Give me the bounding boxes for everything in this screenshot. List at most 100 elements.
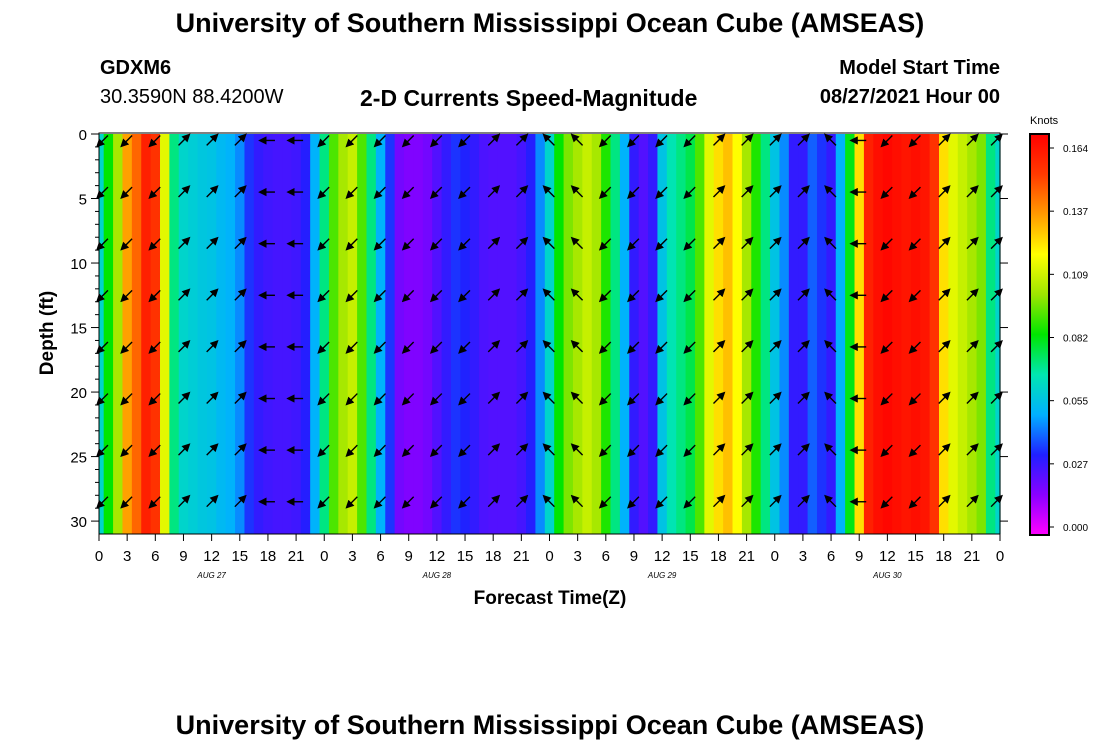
heatmap-cell <box>244 134 255 534</box>
heatmap-cell <box>601 134 612 534</box>
x-tick-label: 9 <box>405 548 413 565</box>
current-arrow <box>487 288 501 301</box>
current-arrow <box>206 236 219 250</box>
current-arrow <box>148 341 161 354</box>
current-arrow <box>317 393 330 406</box>
x-tick-label: 12 <box>203 548 220 565</box>
current-arrow <box>96 341 109 354</box>
heatmap-cell <box>901 134 912 534</box>
current-arrow <box>345 393 358 406</box>
current-arrow <box>206 494 219 508</box>
x-tick-label: 15 <box>457 548 474 565</box>
heatmap-cell <box>648 134 659 534</box>
heatmap-cell <box>328 134 339 534</box>
current-arrow <box>542 236 555 250</box>
y-tick-label: 5 <box>79 192 87 209</box>
x-tick-label: 21 <box>964 548 981 565</box>
current-arrow <box>938 339 951 353</box>
current-arrow <box>627 289 640 303</box>
current-arrow <box>542 185 555 198</box>
heatmap-cell <box>113 134 124 534</box>
colorbar-tick-label: 0.055 <box>1063 397 1088 408</box>
heatmap-cell <box>938 134 949 534</box>
current-arrow <box>655 135 668 148</box>
heatmap-cell <box>272 134 283 534</box>
x-tick-label: 21 <box>288 548 305 565</box>
current-arrow <box>401 238 415 251</box>
y-tick-label: 25 <box>70 450 87 467</box>
heatmap-cell <box>441 134 452 534</box>
current-arrow <box>429 186 443 199</box>
current-arrow <box>908 444 921 458</box>
heatmap-cell <box>422 134 433 534</box>
heatmap-cell <box>638 134 649 534</box>
current-arrow <box>908 496 921 509</box>
heatmap-cell <box>206 134 217 534</box>
current-arrow <box>458 238 471 251</box>
current-arrow <box>712 391 726 404</box>
current-arrow <box>990 236 1003 250</box>
heatmap-cell <box>816 134 827 534</box>
colorbar-tick-label: 0.109 <box>1063 270 1088 281</box>
current-arrow <box>148 496 161 509</box>
current-arrow <box>458 135 471 148</box>
heatmap-cell <box>479 134 490 534</box>
current-arrow <box>178 443 191 456</box>
current-arrow <box>515 339 529 353</box>
current-arrow <box>627 135 640 148</box>
current-arrow <box>458 289 471 303</box>
heatmap-cell <box>507 134 518 534</box>
current-arrow <box>990 443 1003 456</box>
current-arrow <box>96 135 109 148</box>
x-tick-label: 12 <box>879 548 896 565</box>
current-arrow <box>712 133 726 146</box>
current-arrow <box>938 236 951 250</box>
current-arrow <box>148 238 161 251</box>
current-arrow <box>683 341 696 354</box>
current-arrow <box>178 133 191 146</box>
current-arrow <box>487 185 501 198</box>
current-arrow <box>206 391 219 404</box>
heatmap-cell <box>188 134 199 534</box>
current-arrow <box>908 289 921 303</box>
current-arrow <box>317 238 330 251</box>
heatmap-cell <box>751 134 762 534</box>
x-tick-label: 9 <box>855 548 863 565</box>
heatmap-cell <box>892 134 903 534</box>
current-arrow <box>487 443 501 456</box>
current-arrow <box>373 186 387 199</box>
current-arrow <box>966 185 979 198</box>
heatmap-cell <box>920 134 931 534</box>
current-arrow <box>824 236 837 250</box>
current-arrow <box>429 444 443 458</box>
heatmap-cell <box>141 134 152 534</box>
current-arrow <box>487 494 501 508</box>
current-arrow <box>373 135 387 148</box>
current-arrow <box>345 444 358 458</box>
heatmap-cell <box>685 134 696 534</box>
x-tick-label: 12 <box>654 548 671 565</box>
current-arrow <box>598 186 612 199</box>
current-arrow <box>938 391 951 404</box>
current-arrow <box>570 494 584 508</box>
current-arrow <box>373 289 387 303</box>
current-arrow <box>148 393 161 406</box>
current-arrow <box>542 133 555 146</box>
current-arrow <box>966 288 979 301</box>
current-arrow <box>234 288 247 301</box>
current-arrow <box>769 443 782 456</box>
x-tick-label: 3 <box>799 548 807 565</box>
current-arrow <box>712 288 726 301</box>
current-arrow <box>966 236 979 250</box>
current-arrow <box>345 289 358 303</box>
current-arrow <box>824 185 837 198</box>
colorbar: Knots 0.164 0.137 0.109 0.082 0.055 0.027 0.00… <box>1029 115 1088 536</box>
current-arrow <box>655 496 668 509</box>
current-arrow <box>487 236 501 250</box>
heatmap-cell <box>591 134 602 534</box>
current-arrow <box>96 444 109 458</box>
current-arrow <box>401 135 415 148</box>
current-arrow <box>317 289 330 303</box>
plot-title: 2-D Currents Speed-Magnitude <box>360 85 698 111</box>
current-arrow <box>458 444 471 458</box>
